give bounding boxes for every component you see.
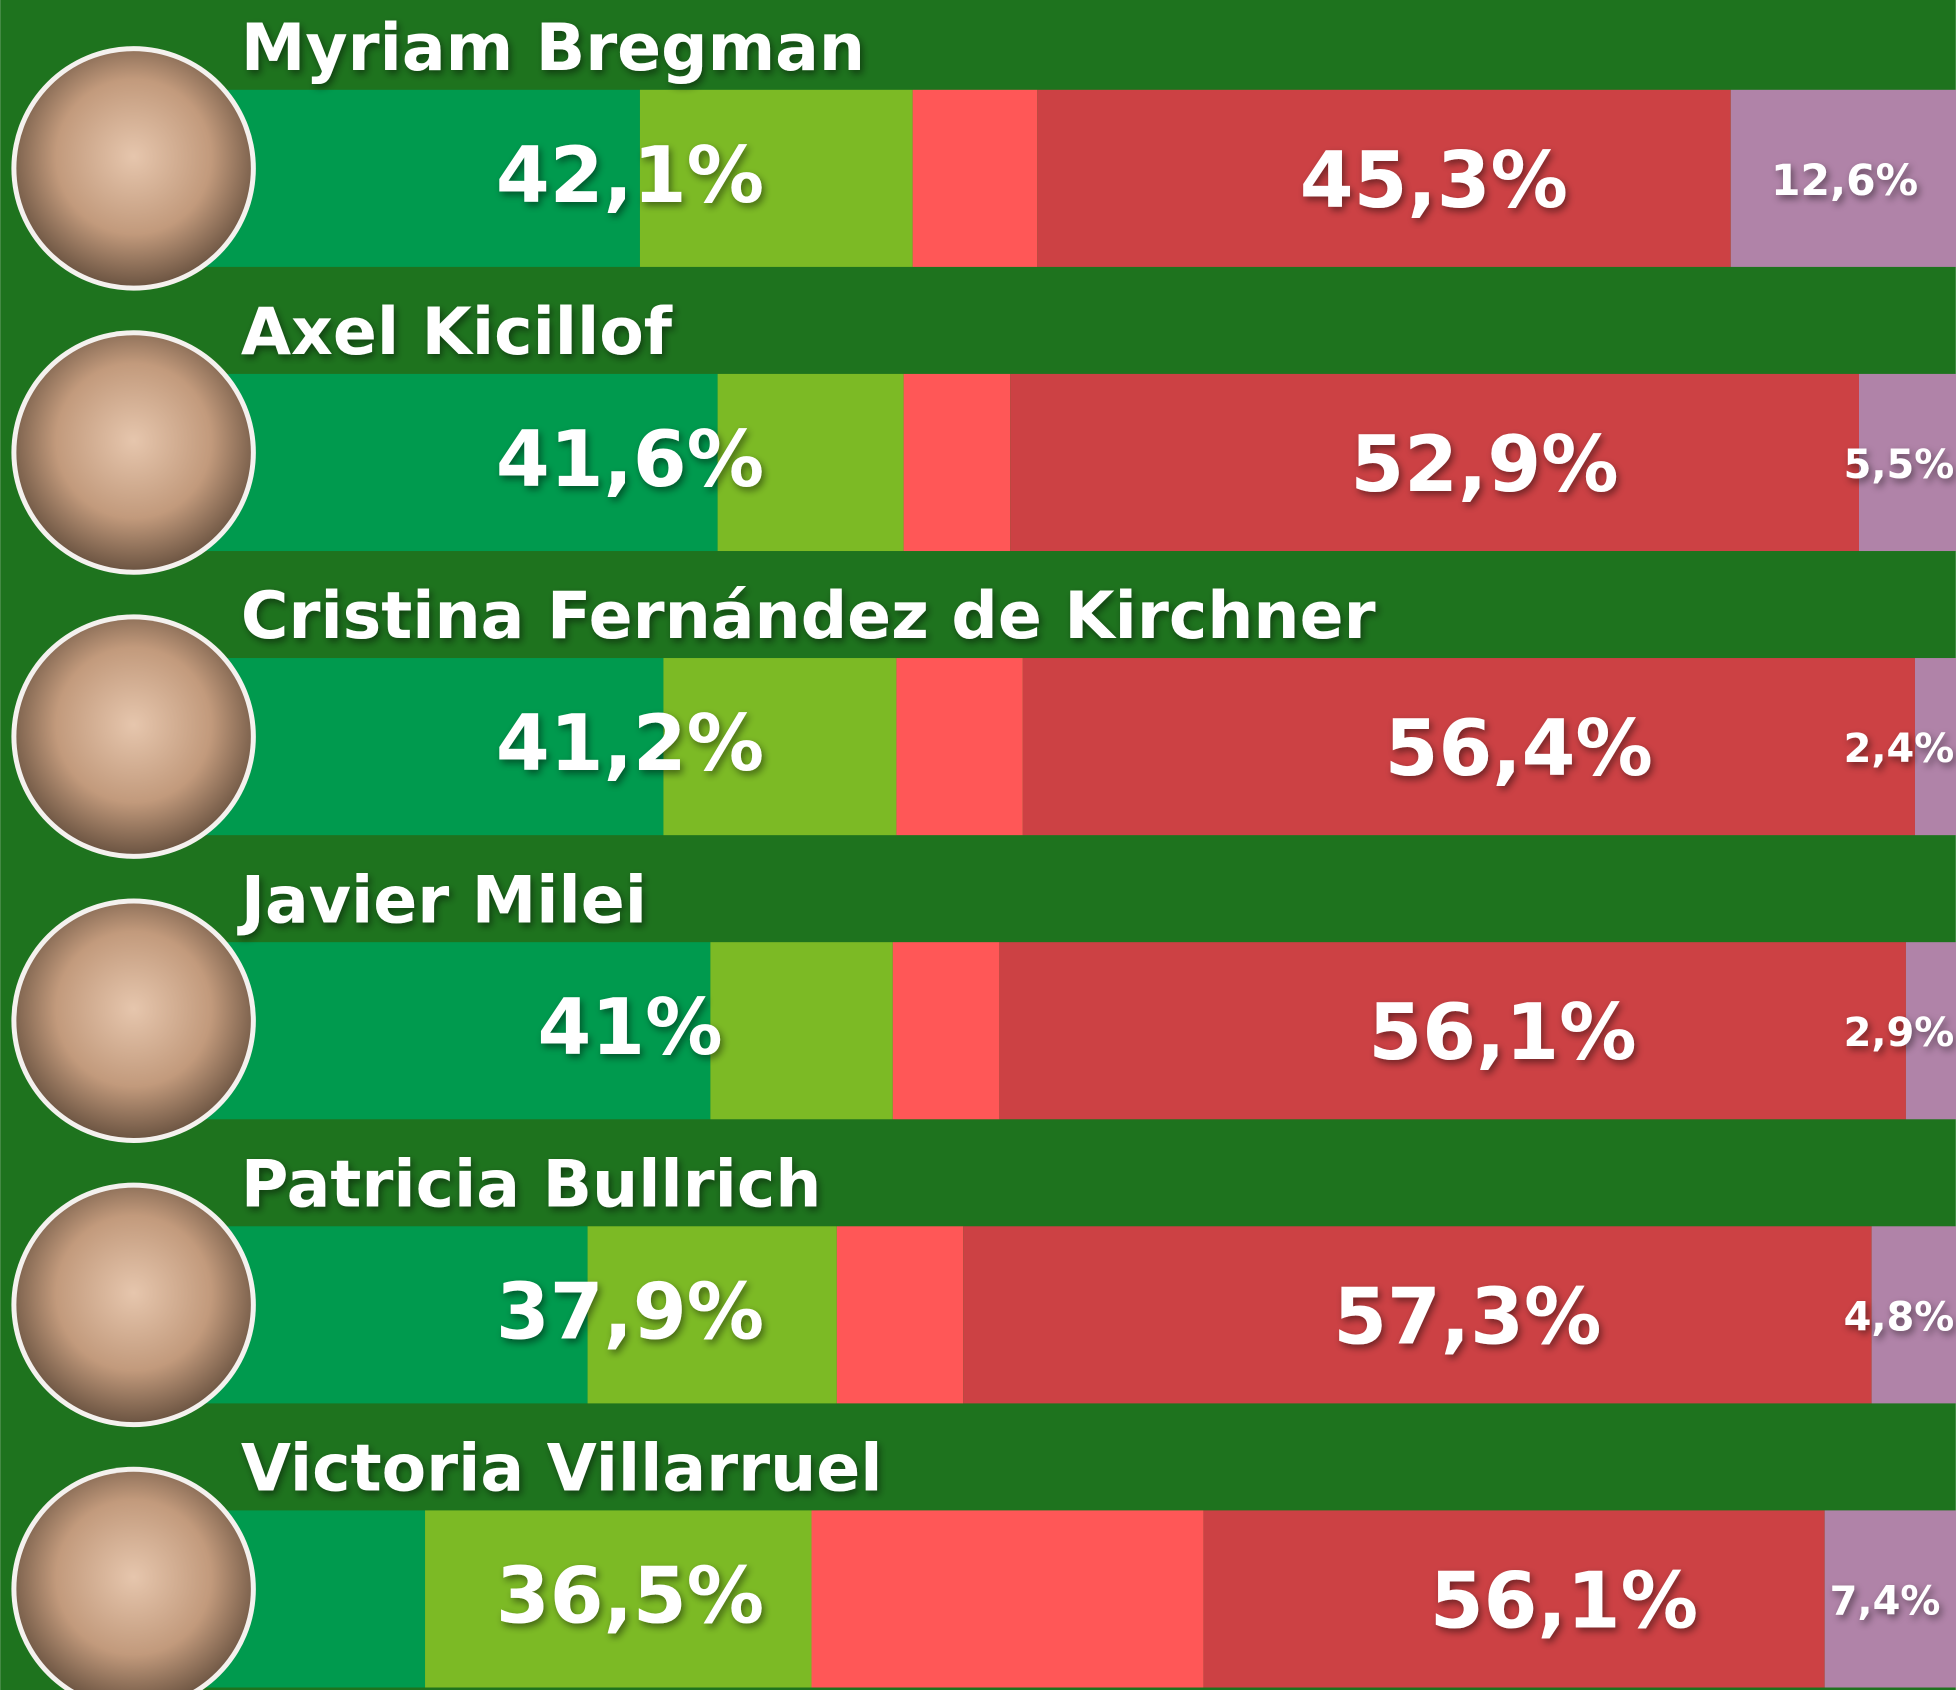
page: Myriam Bregman 42,1% 45,3% 12,6% Axel Kicill… — [0, 0, 1956, 1690]
photo-face — [16, 619, 250, 853]
candidate-name: Patricia Bullrich — [241, 1147, 822, 1222]
positive-label: 41,2% — [496, 699, 764, 789]
candidate-name: Javier Milei — [237, 863, 647, 938]
photo-face — [16, 335, 250, 569]
negative-segment — [904, 374, 1011, 551]
negative-label: 56,4% — [1385, 704, 1653, 794]
photo-face — [16, 1188, 250, 1422]
negative-segment — [812, 1510, 1204, 1687]
unknown-label: 5,5% — [1844, 442, 1955, 488]
unknown-label: 2,4% — [1844, 726, 1955, 772]
photo-face — [16, 51, 250, 285]
candidate-name: Myriam Bregman — [241, 11, 865, 86]
negative-label: 45,3% — [1300, 136, 1568, 226]
positive-label: 41% — [537, 983, 722, 1073]
positive-label: 36,5% — [496, 1551, 764, 1641]
candidate-name: Victoria Villarruel — [241, 1432, 883, 1507]
unknown-label: 2,9% — [1844, 1010, 1955, 1056]
negative-segment — [837, 1226, 963, 1403]
negative-label: 56,1% — [1430, 1556, 1698, 1646]
negative-label: 52,9% — [1350, 420, 1618, 510]
chart: Myriam Bregman 42,1% 45,3% 12,6% Axel Kicill… — [0, 0, 1956, 1690]
positive-label: 41,6% — [496, 415, 764, 505]
photo-face — [16, 903, 250, 1137]
negative-segment — [896, 658, 1022, 835]
negative-segment — [913, 90, 1038, 267]
negative-segment — [893, 942, 1000, 1119]
positive-segment — [710, 942, 892, 1119]
candidate-name: Cristina Fernández de Kirchner — [241, 579, 1376, 654]
positive-label: 37,9% — [496, 1267, 764, 1357]
unknown-label: 12,6% — [1771, 156, 1918, 205]
unknown-label: 7,4% — [1830, 1578, 1941, 1624]
negative-label: 57,3% — [1333, 1272, 1601, 1362]
positive-label: 42,1% — [496, 131, 764, 221]
candidate-name: Axel Kicillof — [241, 295, 673, 370]
negative-label: 56,1% — [1368, 988, 1636, 1078]
unknown-label: 4,8% — [1844, 1294, 1955, 1340]
